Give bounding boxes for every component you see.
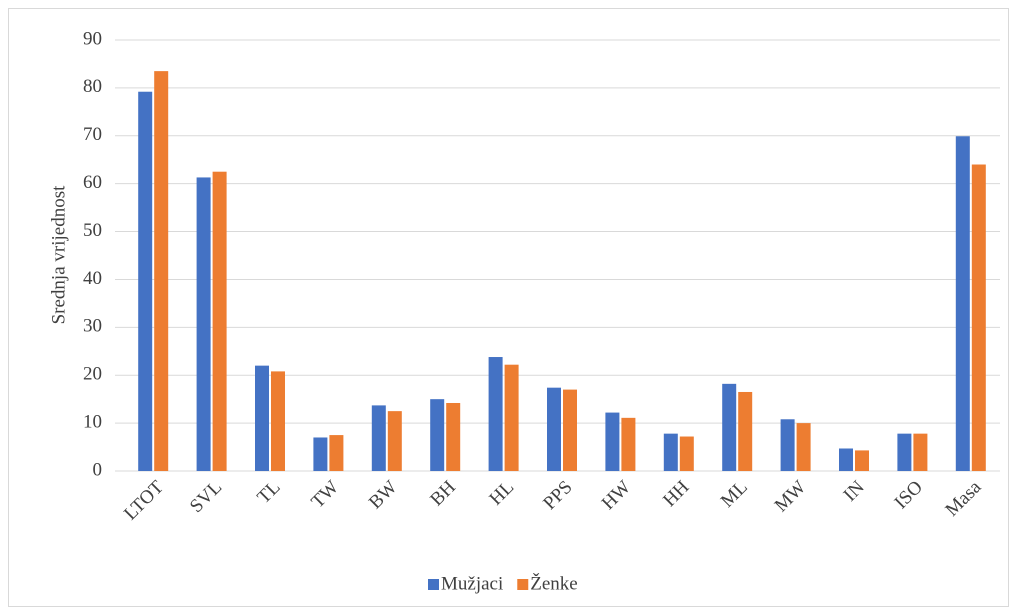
- bar: [446, 402, 461, 471]
- y-axis-title: Srednja vrijednost: [48, 185, 69, 325]
- legend-swatch: [428, 579, 439, 590]
- y-tick-label: 30: [83, 316, 102, 337]
- bar: [855, 450, 869, 471]
- legend-label: Mužjaci: [441, 573, 503, 594]
- bar: [138, 91, 153, 471]
- y-tick-label: 60: [83, 172, 102, 193]
- bar: [722, 383, 737, 471]
- bar: [971, 164, 986, 471]
- y-tick-label: 50: [83, 220, 102, 241]
- bar: [621, 417, 636, 471]
- bar: [839, 448, 853, 471]
- chart-border: [8, 8, 1009, 607]
- bar: [430, 399, 445, 471]
- bar: [329, 435, 344, 471]
- y-tick-label: 0: [93, 459, 103, 480]
- y-tick-label: 90: [83, 28, 102, 49]
- bar: [913, 433, 928, 471]
- y-tick-label: 80: [83, 76, 102, 97]
- bar: [679, 436, 694, 471]
- legend-swatch: [517, 579, 529, 590]
- bar: [738, 391, 753, 471]
- bar: [488, 357, 503, 471]
- bar: [780, 419, 795, 471]
- bar: [955, 136, 970, 472]
- bar: [547, 387, 561, 471]
- bar: [271, 371, 285, 471]
- bar: [563, 389, 577, 471]
- y-tick-label: 70: [83, 124, 102, 145]
- bar: [371, 405, 386, 471]
- y-tick-label: 40: [83, 268, 102, 289]
- bar: [154, 71, 169, 471]
- bar: [196, 177, 211, 472]
- bar: [663, 433, 678, 471]
- bar: [313, 437, 328, 471]
- legend-label: Ženke: [530, 572, 577, 594]
- bar: [212, 171, 227, 471]
- bar: [255, 365, 269, 471]
- y-tick-label: 20: [83, 364, 102, 385]
- bar: [387, 411, 402, 471]
- bar: [504, 364, 519, 471]
- bar: [605, 412, 620, 471]
- y-tick-label: 10: [83, 411, 102, 432]
- bar: [897, 433, 912, 471]
- bar: [796, 423, 811, 471]
